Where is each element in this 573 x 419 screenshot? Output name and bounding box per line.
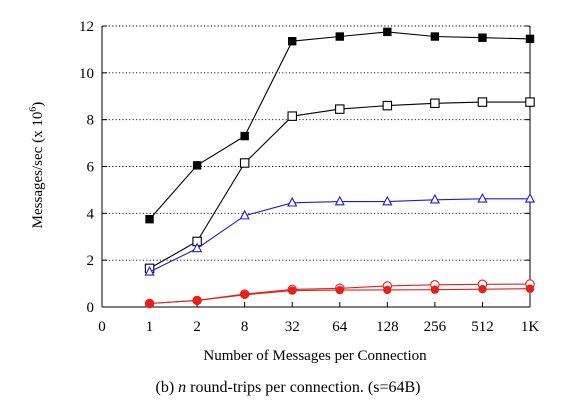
data-point [335, 32, 344, 41]
data-point [145, 214, 154, 224]
data-point [192, 296, 202, 305]
data-point [525, 284, 535, 293]
figure-caption: (b) n round-trips per connection. (s=64B… [156, 379, 421, 396]
caption-prefix: (b) [156, 379, 179, 396]
y-axis-label-exponent: 6 [28, 107, 39, 112]
series-line [149, 198, 530, 273]
data-point [288, 37, 297, 46]
data-point [240, 290, 249, 300]
x-axis-ticks: 0 1 2 8 32 64 128 256 512 1K [98, 302, 539, 335]
data-point [335, 104, 345, 114]
y-tick-label: 8 [87, 113, 95, 129]
caption-variable: n [178, 379, 186, 396]
y-tick-label: 2 [87, 253, 95, 269]
x-tick-label: 1K [521, 319, 540, 335]
y-axis-label: Messages/sec (x 106) [28, 102, 46, 229]
x-tick-label: 8 [241, 319, 249, 335]
data-point [240, 131, 249, 141]
data-point [477, 192, 488, 203]
data-point [429, 193, 441, 204]
data-point [478, 285, 487, 294]
series-5 [145, 284, 535, 308]
y-axis-label-main: Messages/sec (x 10 [30, 112, 46, 229]
y-axis-label-close: ) [30, 102, 46, 107]
gridlines [102, 25, 530, 261]
x-tick-label: 256 [424, 319, 447, 335]
y-axis-ticks: 0 2 4 6 8 10 12 [79, 19, 530, 316]
data-point [430, 32, 440, 41]
x-tick-label: 64 [332, 319, 348, 335]
series-group [144, 27, 536, 309]
x-tick-label: 2 [193, 319, 201, 335]
y-tick-label: 6 [87, 160, 95, 176]
x-tick-label: 128 [376, 319, 399, 335]
data-point [430, 98, 440, 109]
data-point [383, 285, 392, 295]
data-point [383, 27, 392, 37]
series-2 [144, 97, 535, 274]
data-point [477, 97, 488, 107]
y-tick-label: 12 [79, 19, 94, 35]
data-point [334, 195, 345, 206]
data-point [145, 299, 154, 308]
x-tick-label: 512 [471, 319, 494, 335]
x-tick-label: 0 [98, 319, 106, 335]
data-point [287, 196, 298, 207]
data-point [382, 195, 393, 206]
series-line [149, 101, 530, 269]
series-3 [144, 192, 536, 276]
data-point [525, 97, 535, 107]
data-point [239, 209, 250, 220]
data-point [287, 111, 297, 121]
data-point [144, 266, 155, 276]
data-point [524, 192, 536, 203]
data-point [239, 158, 250, 168]
data-point [430, 285, 440, 294]
data-point [335, 285, 344, 295]
caption-suffix: round-trips per connection. (s=64B) [186, 379, 420, 396]
data-point [288, 286, 297, 295]
y-tick-label: 4 [87, 206, 95, 222]
x-axis-label: Number of Messages per Connection [203, 348, 427, 364]
y-tick-label: 10 [79, 66, 94, 82]
x-tick-label: 1 [146, 319, 154, 335]
y-tick-label: 0 [87, 300, 95, 316]
data-point [478, 33, 487, 42]
series-1 [145, 27, 535, 224]
data-point [192, 161, 202, 170]
data-point [382, 100, 393, 111]
data-point [525, 34, 535, 44]
series-line [149, 31, 531, 220]
x-tick-label: 32 [285, 319, 300, 335]
data-point [191, 242, 203, 253]
